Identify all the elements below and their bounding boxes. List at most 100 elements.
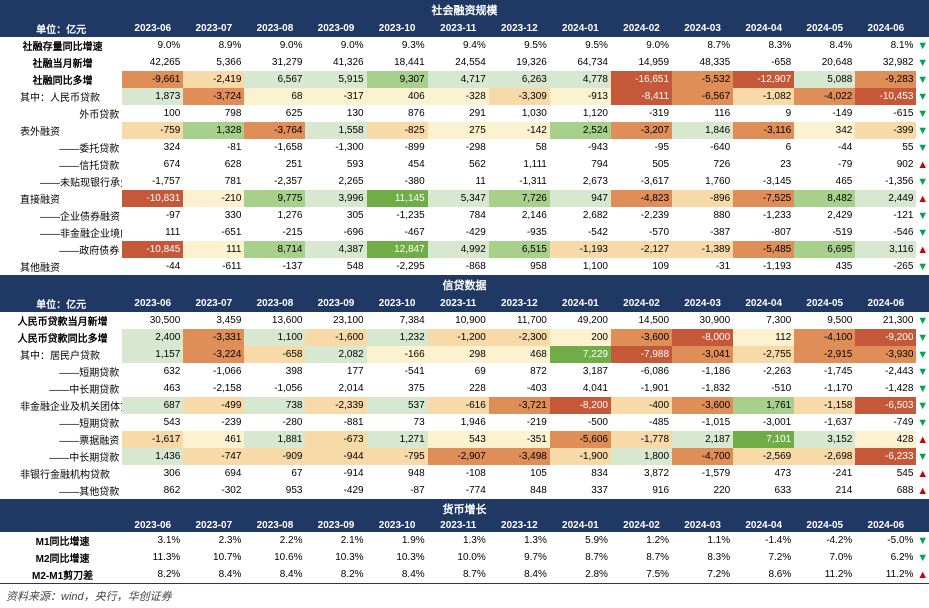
data-cell: -6,086 bbox=[611, 363, 672, 380]
data-cell: 6 bbox=[733, 139, 794, 156]
data-cell: -3,207 bbox=[611, 122, 672, 139]
period-header: 2023-09 bbox=[305, 20, 366, 37]
data-cell: 9.5% bbox=[550, 37, 611, 54]
data-cell: 21,300 bbox=[855, 312, 916, 329]
data-cell: 8.9% bbox=[183, 37, 244, 54]
data-cell: 11,700 bbox=[489, 312, 550, 329]
unit-header: 单位：亿元 bbox=[0, 295, 122, 312]
data-cell: -1,300 bbox=[305, 139, 366, 156]
row-label: 非金融企业及机关团体贷款 bbox=[0, 397, 122, 414]
data-cell: -3,498 bbox=[489, 448, 550, 465]
arrow-down-icon: ▼ bbox=[916, 363, 929, 380]
data-cell: 1.9% bbox=[367, 532, 428, 549]
data-cell: 11,145 bbox=[367, 190, 428, 207]
data-cell: 2,400 bbox=[122, 329, 183, 346]
row-label: 人民币贷款当月新增 bbox=[0, 312, 122, 329]
data-cell: -166 bbox=[367, 346, 428, 363]
data-cell: 10,900 bbox=[428, 312, 489, 329]
data-cell: 947 bbox=[550, 190, 611, 207]
data-cell: -265 bbox=[855, 258, 916, 275]
data-cell: -899 bbox=[367, 139, 428, 156]
data-cell: 8.7% bbox=[672, 37, 733, 54]
data-cell: -9,200 bbox=[855, 329, 916, 346]
data-cell: 784 bbox=[428, 207, 489, 224]
table-row: 人民币贷款当月新增30,5003,45913,60023,1007,38410,… bbox=[0, 312, 929, 329]
data-cell: 55 bbox=[855, 139, 916, 156]
data-cell: 3.1% bbox=[122, 532, 183, 549]
data-cell: 2,682 bbox=[550, 207, 611, 224]
period-header: 2023-10 bbox=[367, 20, 428, 37]
data-cell: -1,311 bbox=[489, 173, 550, 190]
data-cell: 1,030 bbox=[489, 105, 550, 122]
period-header: 2024-04 bbox=[733, 295, 794, 312]
row-label: M2-M1剪刀差 bbox=[0, 566, 122, 583]
row-label: 其中：人民币贷款 bbox=[0, 88, 122, 105]
data-cell: 4,041 bbox=[550, 380, 611, 397]
period-header: 2024-03 bbox=[672, 295, 733, 312]
data-cell: -3,331 bbox=[183, 329, 244, 346]
data-cell: 7,300 bbox=[733, 312, 794, 329]
table-row: ——其他贷款862-302953-429-87-7748483379162206… bbox=[0, 482, 929, 499]
data-cell: -510 bbox=[733, 380, 794, 397]
data-cell: 5,088 bbox=[794, 71, 855, 88]
data-cell: 473 bbox=[733, 465, 794, 482]
data-cell: 1,436 bbox=[122, 448, 183, 465]
data-cell: -44 bbox=[794, 139, 855, 156]
data-cell: 73 bbox=[367, 414, 428, 431]
period-header: 2023-11 bbox=[428, 519, 489, 532]
row-label: 其中：居民户贷款 bbox=[0, 346, 122, 363]
data-cell: -2,295 bbox=[367, 258, 428, 275]
period-header: 2024-04 bbox=[733, 519, 794, 532]
table-row: 社融存量同比增速9.0%8.9%9.0%9.0%9.3%9.4%9.5%9.5%… bbox=[0, 37, 929, 54]
row-label: ——中长期贷款 bbox=[0, 380, 122, 397]
data-cell: 31,279 bbox=[244, 54, 305, 71]
data-cell: 3,996 bbox=[305, 190, 366, 207]
data-cell: -3,041 bbox=[672, 346, 733, 363]
data-cell: -896 bbox=[672, 190, 733, 207]
data-cell: 9.5% bbox=[489, 37, 550, 54]
period-header: 2023-12 bbox=[489, 519, 550, 532]
data-cell: 537 bbox=[367, 397, 428, 414]
period-header: 2023-07 bbox=[183, 519, 244, 532]
arrow-up-icon: ▲ bbox=[916, 482, 929, 499]
data-cell: 58 bbox=[489, 139, 550, 156]
arrow-down-icon: ▼ bbox=[916, 532, 929, 549]
arrow-down-icon: ▼ bbox=[916, 312, 929, 329]
data-cell: 41,326 bbox=[305, 54, 366, 71]
table-row: 其中：居民户贷款1,157-3,224-6582,082-1662984687,… bbox=[0, 346, 929, 363]
data-cell: 902 bbox=[855, 156, 916, 173]
data-cell: -1,158 bbox=[794, 397, 855, 414]
data-cell: 694 bbox=[183, 465, 244, 482]
data-cell: -914 bbox=[305, 465, 366, 482]
period-header: 2023-11 bbox=[428, 20, 489, 37]
data-cell: 305 bbox=[305, 207, 366, 224]
data-cell: 4,992 bbox=[428, 241, 489, 258]
data-cell: -2,443 bbox=[855, 363, 916, 380]
data-cell: -825 bbox=[367, 122, 428, 139]
data-cell: -298 bbox=[428, 139, 489, 156]
arrow-up-icon: ▲ bbox=[916, 431, 929, 448]
period-header: 2024-03 bbox=[672, 20, 733, 37]
data-cell: -1,600 bbox=[305, 329, 366, 346]
data-cell: 7,101 bbox=[733, 431, 794, 448]
table-row: M2同比增速11.3%10.7%10.6%10.3%10.3%10.0%9.7%… bbox=[0, 549, 929, 566]
row-label: 其他融资 bbox=[0, 258, 122, 275]
data-cell: -429 bbox=[428, 224, 489, 241]
period-header: 2024-06 bbox=[855, 295, 916, 312]
data-cell: 916 bbox=[611, 482, 672, 499]
data-cell: 23,100 bbox=[305, 312, 366, 329]
data-cell: 1,800 bbox=[611, 448, 672, 465]
data-cell: -542 bbox=[550, 224, 611, 241]
data-cell: -747 bbox=[183, 448, 244, 465]
data-cell: 9,500 bbox=[794, 312, 855, 329]
data-cell: 781 bbox=[183, 173, 244, 190]
data-cell: 5,366 bbox=[183, 54, 244, 71]
data-cell: -1,757 bbox=[122, 173, 183, 190]
data-cell: 18,441 bbox=[367, 54, 428, 71]
data-cell: -142 bbox=[489, 122, 550, 139]
data-cell: 9,775 bbox=[244, 190, 305, 207]
data-cell: -2,569 bbox=[733, 448, 794, 465]
data-cell: -6,567 bbox=[672, 88, 733, 105]
data-cell: -1,617 bbox=[122, 431, 183, 448]
data-cell: 2.1% bbox=[305, 532, 366, 549]
